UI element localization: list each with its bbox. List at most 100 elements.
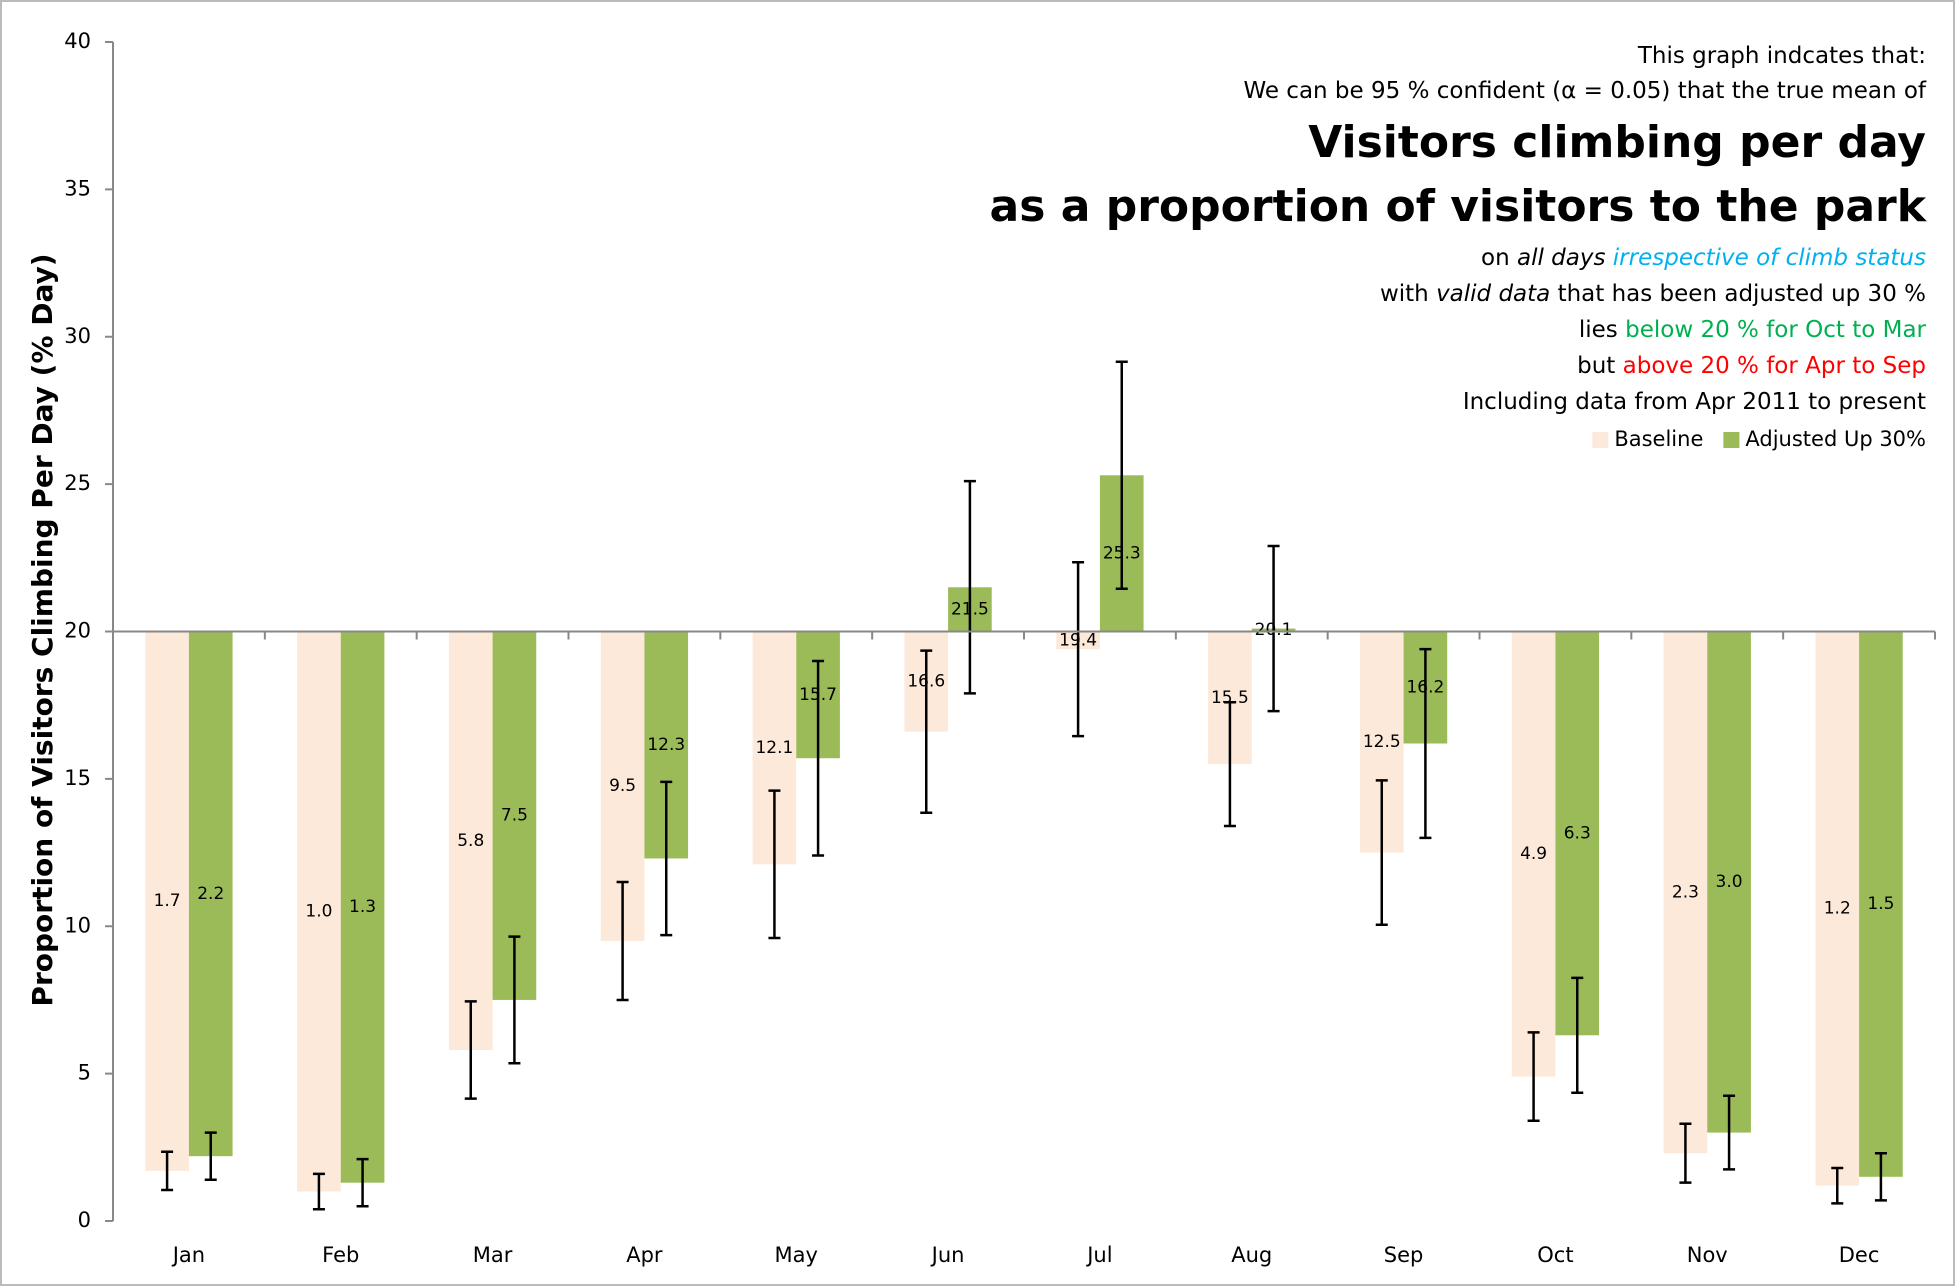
note-line: but above 20 % for Apr to Sep: [1577, 353, 1926, 379]
bar: [1707, 631, 1751, 1133]
error-bar: [1571, 976, 1584, 1095]
data-label: 1.0: [305, 902, 332, 922]
data-label: 1.3: [349, 897, 376, 917]
data-label: 20.1: [1255, 620, 1293, 640]
note-segment: This graph indcates that:: [1637, 43, 1926, 69]
data-label: 1.7: [154, 891, 181, 911]
data-label: 16.6: [907, 672, 945, 692]
note-segment: We can be 95 % confident (α = 0.05) that…: [1243, 78, 1926, 104]
x-tick-label: Jun: [930, 1243, 965, 1267]
note-line: This graph indcates that:: [1637, 43, 1926, 69]
bar: [145, 631, 189, 1171]
data-label: 12.3: [647, 735, 685, 755]
data-label: 7.5: [501, 806, 528, 826]
x-tick-label: Apr: [626, 1243, 663, 1267]
x-tick-label: Feb: [322, 1243, 359, 1267]
error-bar: [920, 649, 933, 815]
error-bar: [616, 880, 629, 1002]
data-label: 12.5: [1363, 732, 1401, 752]
error-bar: [1831, 1166, 1844, 1205]
data-label: 3.0: [1716, 872, 1743, 892]
data-label: 9.5: [609, 776, 636, 796]
y-tick-label: 0: [78, 1208, 91, 1232]
error-bar: [1419, 647, 1432, 840]
note-segment: all days: [1517, 245, 1613, 271]
note-segment: lies: [1579, 317, 1625, 343]
x-tick-label: Jan: [171, 1243, 205, 1267]
bar: [188, 631, 233, 1157]
data-label: 16.2: [1406, 678, 1444, 698]
error-bar: [1115, 360, 1128, 591]
note-segment: valid data: [1436, 281, 1550, 307]
error-bar: [768, 789, 781, 940]
note-segment: but: [1577, 353, 1623, 379]
x-tick-label: Nov: [1687, 1243, 1728, 1267]
error-bar: [204, 1131, 217, 1181]
bar: [1663, 631, 1708, 1154]
y-tick-label: 15: [64, 766, 91, 790]
error-bar: [660, 780, 673, 937]
note-segment: with: [1380, 281, 1436, 307]
error-bar: [312, 1172, 325, 1211]
y-tick-label: 5: [78, 1061, 91, 1085]
x-tick-label: Oct: [1537, 1243, 1573, 1267]
error-bar: [1072, 560, 1085, 738]
chart-subtitle: as a proportion of visitors to the park: [990, 181, 1928, 232]
y-tick-label: 20: [64, 619, 91, 643]
data-label: 19.4: [1059, 630, 1097, 650]
note-segment: irrespective of climb status: [1613, 245, 1926, 271]
note-line: lies below 20 % for Oct to Mar: [1579, 317, 1927, 343]
chart-title: Visitors climbing per day: [1308, 117, 1926, 168]
data-label: 15.7: [799, 685, 837, 705]
note-segment: above 20 % for Apr to Sep: [1623, 353, 1926, 379]
error-bar: [1679, 1122, 1692, 1184]
data-label: 2.3: [1672, 882, 1699, 902]
bar: [340, 631, 385, 1183]
data-label: 4.9: [1520, 844, 1547, 864]
x-tick-label: Mar: [473, 1243, 513, 1267]
data-label: 5.8: [457, 831, 484, 851]
note-segment: Including data from Apr 2011 to present: [1463, 389, 1926, 415]
legend-label: Baseline: [1614, 427, 1703, 451]
bar: [1859, 631, 1903, 1177]
bar: [1555, 631, 1600, 1036]
data-label: 25.3: [1103, 543, 1141, 563]
legend-label: Adjusted Up 30%: [1745, 427, 1926, 451]
x-tick-label: Sep: [1384, 1243, 1424, 1267]
data-label: 1.5: [1867, 894, 1894, 914]
error-bar: [812, 659, 825, 857]
y-tick-label: 10: [64, 913, 91, 937]
data-label: 12.1: [755, 738, 793, 758]
y-axis-title: Proportion of Visitors Climbing Per Day …: [26, 253, 59, 1006]
error-bar: [161, 1150, 174, 1192]
y-tick-label: 35: [64, 176, 91, 200]
legend-swatch: [1592, 432, 1609, 448]
note-segment: below 20 % for Oct to Mar: [1625, 317, 1926, 343]
data-label: 21.5: [951, 599, 989, 619]
note-segment: that has been adjusted up 30 %: [1550, 281, 1926, 307]
bar: [297, 631, 341, 1192]
note-line: on all days irrespective of climb status: [1481, 245, 1926, 271]
y-tick-label: 40: [64, 29, 91, 53]
note-segment: on: [1481, 245, 1517, 271]
note-line: We can be 95 % confident (α = 0.05) that…: [1243, 78, 1926, 104]
data-label: 2.2: [197, 884, 224, 904]
y-tick-label: 25: [64, 471, 91, 495]
data-label: 6.3: [1564, 823, 1591, 843]
error-bar: [1375, 779, 1388, 927]
x-tick-label: Aug: [1231, 1243, 1272, 1267]
data-label: 15.5: [1211, 688, 1249, 708]
error-bar: [1723, 1094, 1736, 1171]
error-bar: [1223, 700, 1236, 828]
y-tick-label: 30: [64, 324, 91, 348]
error-bar: [1874, 1151, 1887, 1202]
error-bar: [464, 1000, 477, 1100]
legend-swatch: [1723, 432, 1740, 448]
note-line: with valid data that has been adjusted u…: [1380, 281, 1926, 307]
error-bar: [963, 479, 976, 695]
x-tick-label: May: [775, 1243, 818, 1267]
x-tick-label: Jul: [1085, 1243, 1112, 1267]
note-line: Including data from Apr 2011 to present: [1463, 389, 1926, 415]
bar: [1815, 631, 1860, 1186]
